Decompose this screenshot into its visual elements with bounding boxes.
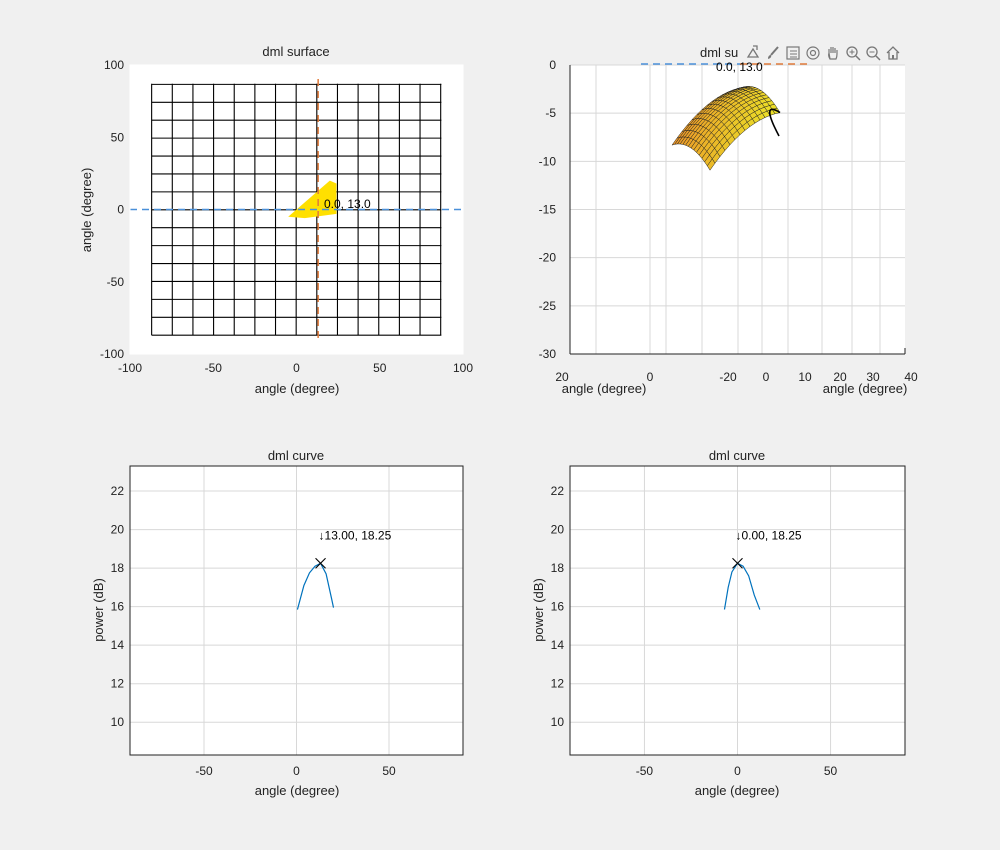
crosshair-annotation: 0.0, 13.0 — [716, 60, 763, 74]
x-tick-label: 50 — [373, 361, 387, 375]
grid-lines — [569, 465, 906, 756]
y-tick-label: 14 — [551, 638, 565, 652]
y-tick-label: 0 — [549, 58, 556, 72]
x-axis-label: angle (degree) — [695, 783, 780, 798]
x-tick-label: -20 — [719, 370, 737, 384]
pan-icon[interactable] — [824, 44, 842, 62]
y-tick-label: 20 — [111, 523, 125, 537]
export-icon[interactable] — [744, 44, 762, 62]
x-axis-label-right: angle (degree) — [823, 381, 908, 396]
rotate-3d-icon[interactable] — [804, 44, 822, 62]
surface-3d-mesh — [671, 86, 781, 171]
axes-dml-curve-1[interactable]: ↓13.00, 18.25 -50 0 50 10 12 14 16 18 20 22 dml c… — [91, 448, 464, 798]
y-tick-label: 16 — [111, 600, 125, 614]
x-tick-label: -50 — [636, 764, 654, 778]
axes-box — [569, 465, 906, 756]
y-tick-label: 22 — [551, 484, 565, 498]
axes-dml-surface-3d[interactable]: 0 -5 -10 -15 -20 -25 -30 20 0 -20 0 10 20 30 40 dml su… — [539, 45, 918, 396]
peak-annotation: ↓13.00, 18.25 — [319, 528, 392, 542]
x-tick-label: 0 — [293, 361, 300, 375]
y-tick-label: -30 — [539, 347, 557, 361]
y-tick-label: -10 — [539, 154, 557, 168]
y-tick-label: 10 — [111, 715, 125, 729]
x-tick-label: 30 — [866, 370, 880, 384]
x-axis-label: angle (degree) — [255, 783, 340, 798]
y-tick-label: 100 — [104, 58, 124, 72]
x-tick-label: 20 — [833, 370, 847, 384]
x-axis-label-left: angle (degree) — [562, 381, 647, 396]
zoom-in-icon[interactable] — [844, 44, 862, 62]
y-tick-label: 10 — [551, 715, 565, 729]
axis-ticks: -100 -50 0 50 100 -100 -50 0 50 100 — [100, 58, 473, 375]
peak-cross — [315, 557, 326, 569]
surface-edge — [768, 108, 781, 137]
axes-dml-surface[interactable]: 0.0, 13.0 -100 -50 0 50 100 -100 -50 0 50 100 dml… — [79, 44, 473, 396]
y-tick-label: 12 — [551, 677, 565, 691]
x-tick-label: 40 — [904, 370, 918, 384]
y-tick-label: 12 — [111, 677, 125, 691]
x-tick-label: 50 — [382, 764, 396, 778]
x-tick-label: 0 — [734, 764, 741, 778]
legend-icon[interactable] — [784, 44, 802, 62]
axes-dml-curve-2[interactable]: ↓0.00, 18.25 -50 0 50 10 12 14 16 18 20 22 dml cu… — [531, 448, 906, 798]
zoom-out-icon[interactable] — [864, 44, 882, 62]
y-tick-label: -50 — [107, 275, 125, 289]
y-tick-label: -5 — [545, 106, 556, 120]
y-tick-label: -25 — [539, 299, 557, 313]
y-tick-label: 14 — [111, 638, 125, 652]
peak-cross — [732, 557, 743, 569]
crosshair-annotation: 0.0, 13.0 — [324, 197, 371, 211]
x-tick-label: 0 — [647, 370, 654, 384]
y-tick-label: 18 — [551, 561, 565, 575]
x-tick-label: 10 — [798, 370, 812, 384]
y-axis-label: power (dB) — [91, 578, 106, 642]
axes-title: dml surface — [262, 44, 329, 59]
series-line — [296, 562, 335, 610]
axes-toolbar — [744, 44, 902, 62]
peak-marker — [732, 557, 743, 569]
peak-marker — [315, 557, 326, 569]
grid-lines — [129, 465, 464, 756]
y-tick-label: -20 — [539, 251, 557, 265]
y-tick-label: 20 — [551, 523, 565, 537]
y-tick-label: 18 — [111, 561, 125, 575]
axes-title: dml su — [700, 45, 738, 60]
x-tick-label: 100 — [453, 361, 473, 375]
y-axis-label: angle (degree) — [79, 168, 94, 253]
axes-title: dml curve — [268, 448, 324, 463]
series-line — [723, 562, 761, 610]
brush-icon[interactable] — [764, 44, 782, 62]
x-tick-label: 20 — [555, 370, 569, 384]
y-tick-label: -100 — [100, 347, 124, 361]
y-tick-label: 0 — [117, 203, 124, 217]
x-tick-label: -50 — [205, 361, 223, 375]
x-tick-label: -50 — [195, 764, 213, 778]
axis-ticks: -50 0 50 10 12 14 16 18 20 22 — [551, 484, 838, 778]
y-axis-label: power (dB) — [531, 578, 546, 642]
y-tick-label: 50 — [111, 130, 125, 144]
axes-box — [129, 465, 464, 756]
x-tick-label: 0 — [763, 370, 770, 384]
axes-title: dml curve — [709, 448, 765, 463]
axis-ticks: -50 0 50 10 12 14 16 18 20 22 — [111, 484, 396, 778]
y-tick-label: 22 — [111, 484, 125, 498]
home-icon[interactable] — [884, 44, 902, 62]
x-tick-label: -100 — [118, 361, 142, 375]
y-tick-label: 16 — [551, 600, 565, 614]
x-tick-label: 0 — [293, 764, 300, 778]
peak-annotation: ↓0.00, 18.25 — [736, 528, 802, 542]
x-tick-label: 50 — [824, 764, 838, 778]
y-tick-label: -15 — [539, 203, 557, 217]
x-axis-label: angle (degree) — [255, 381, 340, 396]
grid-lines — [569, 64, 906, 355]
axis-ticks: 0 -5 -10 -15 -20 -25 -30 20 0 -20 0 10 20 30 40 — [539, 58, 918, 384]
